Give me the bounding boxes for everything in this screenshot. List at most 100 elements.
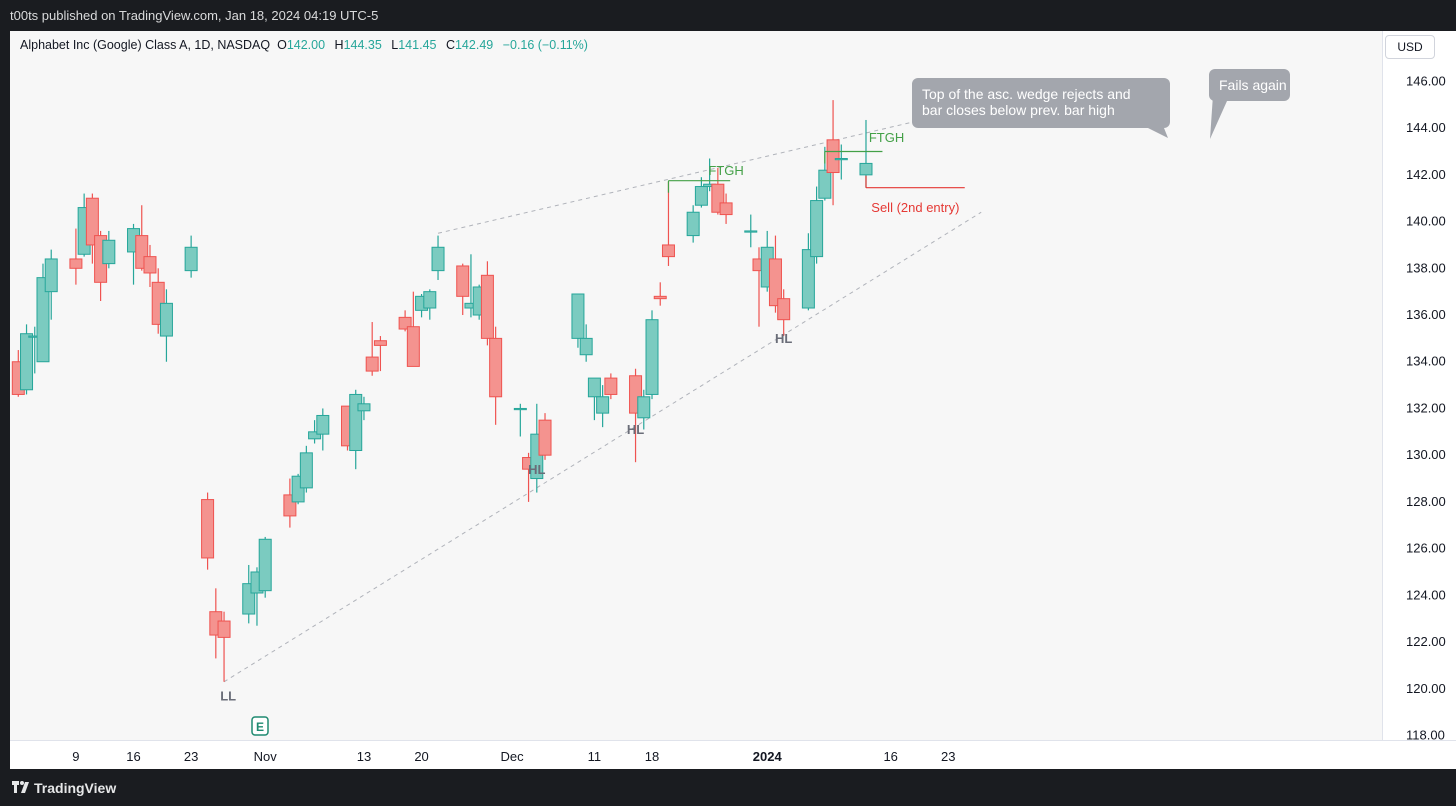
chart-annotation-label: HL	[528, 462, 545, 477]
y-tick-label: 132.00	[1406, 400, 1446, 415]
y-tick-label: 126.00	[1406, 541, 1446, 556]
chart-annotation-label: FTGH	[708, 163, 743, 178]
candle-body	[489, 337, 503, 398]
candle-body	[184, 246, 198, 272]
publish-info: t00ts published on TradingView.com, Jan …	[10, 8, 379, 23]
candlestick-chart[interactable]: 146.00 144.00 142.00 140.00 138.00 136.00 134.…	[10, 31, 1456, 771]
close-label: C	[445, 38, 455, 52]
candle-body	[538, 419, 552, 456]
callout-bubble	[1209, 69, 1290, 101]
candle-body	[777, 298, 791, 321]
candle-body	[406, 326, 420, 367]
candle-body	[143, 256, 157, 274]
chart-annotation-label: Sell (2nd entry)	[871, 200, 959, 215]
candle-body	[20, 333, 34, 391]
earnings-icon	[251, 716, 269, 736]
candle-body	[423, 291, 437, 309]
y-tick-label: 130.00	[1406, 447, 1446, 462]
candle-body	[661, 244, 675, 258]
chart-annotation-label: HL	[775, 331, 792, 346]
x-tick-label: Dec	[501, 749, 525, 764]
candle-body	[365, 356, 379, 372]
candle-body	[826, 139, 840, 174]
candle-body	[258, 538, 272, 592]
y-tick-label: 124.00	[1406, 587, 1446, 602]
y-tick-label: 144.00	[1406, 120, 1446, 135]
candle-body	[102, 239, 116, 265]
y-tick-label: 138.00	[1406, 260, 1446, 275]
chart-annotation-label: LL	[220, 688, 236, 703]
time-axis-pane	[10, 740, 1456, 769]
callout-pointer	[1148, 128, 1168, 138]
candle-body	[719, 202, 733, 216]
candle-body	[85, 197, 99, 246]
tradingview-brand[interactable]: TradingView	[34, 780, 117, 796]
candle-body	[349, 393, 363, 452]
candle-body	[316, 414, 330, 435]
y-tick-label: 120.00	[1406, 681, 1446, 696]
x-tick-label: 2024	[753, 749, 783, 764]
y-tick-label: 122.00	[1406, 634, 1446, 649]
x-tick-label: 11	[588, 749, 602, 764]
x-tick-label: 13	[357, 749, 371, 764]
wedge-trendline	[437, 111, 957, 234]
y-tick-label: 142.00	[1406, 167, 1446, 182]
candle-body	[36, 277, 50, 363]
callout-text: Top of the asc. wedge rejects and	[922, 86, 1131, 102]
candle-body	[645, 319, 659, 395]
x-tick-label: 16	[883, 749, 897, 764]
high-value: 144.35	[343, 38, 382, 52]
chart-annotation-label: HL	[627, 422, 644, 437]
candle-body	[768, 258, 782, 307]
currency-button[interactable]: USD	[1385, 35, 1435, 59]
low-label: L	[391, 38, 399, 52]
chart-annotation-label: FTGH	[869, 130, 904, 145]
open-label: O	[277, 38, 287, 52]
y-tick-label: 128.00	[1406, 494, 1446, 509]
x-tick-label: 23	[184, 749, 198, 764]
callout-pointer	[1210, 95, 1227, 139]
y-tick-label: 118.00	[1406, 728, 1445, 743]
candle-body	[398, 316, 412, 330]
candle-body	[308, 431, 322, 440]
symbol-title[interactable]: Alphabet Inc (Google) Class A, 1D, NASDA…	[20, 38, 271, 52]
y-tick-label: 136.00	[1406, 307, 1446, 322]
tradingview-logo-icon[interactable]	[12, 780, 29, 794]
callout-bubble	[912, 78, 1170, 128]
candle-body	[357, 403, 371, 412]
close-value: 142.49	[454, 38, 494, 52]
y-tick-label: 140.00	[1406, 214, 1446, 229]
ohlc-legend: Alphabet Inc (Google) Class A, 1D, NASDA…	[20, 38, 594, 52]
x-tick-label: 20	[414, 749, 428, 764]
y-tick-label: 134.00	[1406, 354, 1446, 369]
candle-body	[431, 246, 445, 272]
change-value: −0.16 (−0.11%)	[502, 38, 588, 52]
candle-body	[694, 186, 708, 206]
candle-body	[653, 295, 667, 300]
candle-body	[596, 396, 610, 414]
footer-bar	[0, 769, 1456, 806]
callout-text: bar closes below prev. bar high	[922, 102, 1115, 118]
candle-body	[69, 258, 83, 269]
candle-body	[217, 620, 231, 638]
x-tick-label: 23	[941, 749, 955, 764]
x-tick-label: Nov	[254, 749, 278, 764]
price-axis-pane	[1382, 31, 1456, 740]
candle-body	[456, 265, 470, 297]
callout-text: Fails again	[1219, 77, 1287, 93]
earnings-icon-letter: E	[256, 720, 264, 734]
candle-body	[201, 499, 215, 559]
high-label: H	[334, 38, 344, 52]
candle-body	[834, 158, 848, 161]
x-tick-label: 9	[72, 749, 79, 764]
candle-body	[579, 337, 593, 356]
candle-body	[571, 293, 585, 339]
candle-body	[744, 230, 758, 233]
candle-body	[637, 396, 651, 419]
candle-body	[587, 377, 601, 398]
low-value: 141.45	[398, 38, 437, 52]
candle-body	[373, 340, 387, 346]
open-value: 142.00	[286, 38, 326, 52]
y-tick-label: 146.00	[1406, 73, 1446, 88]
x-tick-label: 18	[645, 749, 659, 764]
